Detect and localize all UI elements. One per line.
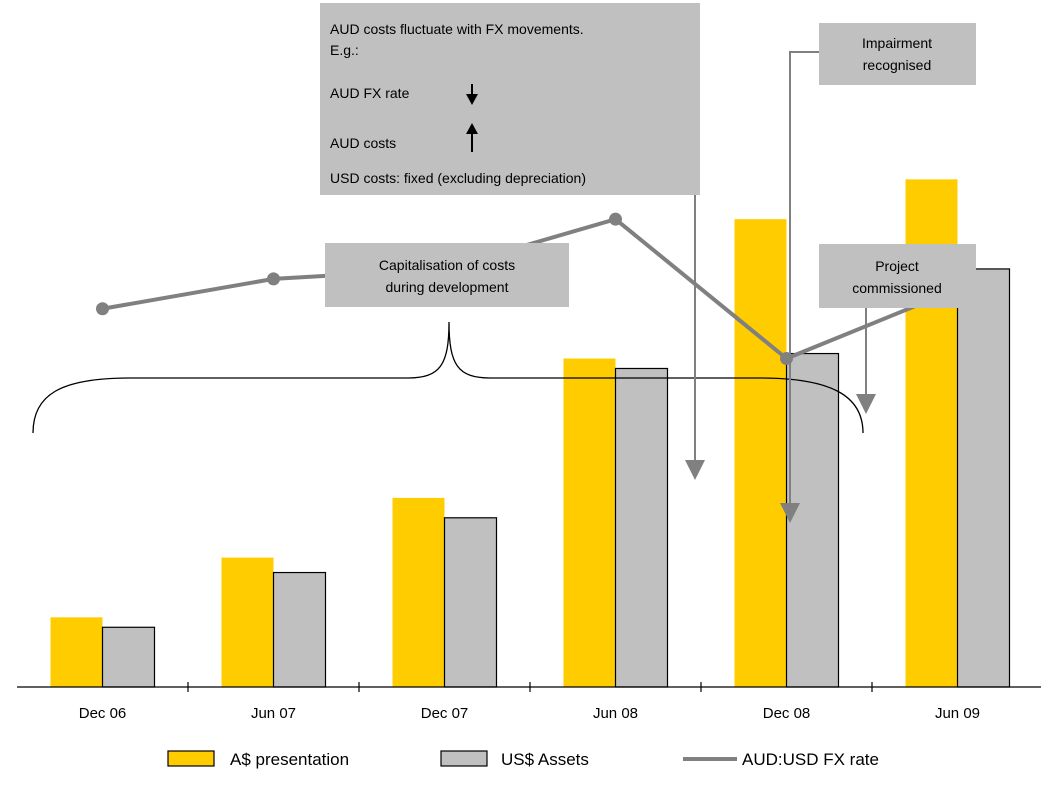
bar-us-assets-dec-06	[101, 626, 156, 688]
capitalisation-annotation-box: Capitalisation of costs during developme…	[325, 243, 569, 307]
fx-annotation-box: AUD costs fluctuate with FX movements. E…	[320, 3, 700, 195]
bar-us-assets-jun-09	[956, 268, 1011, 688]
legend-label-a-presentation: A$ presentation	[230, 750, 349, 769]
x-tick-label-jun-08: Jun 08	[593, 705, 638, 722]
fx-box-usd-label: USD costs: fixed (excluding depreciation…	[330, 170, 586, 186]
x-tick-label-dec-06: Dec 06	[79, 705, 127, 722]
x-tick-label-jun-09: Jun 09	[935, 705, 980, 722]
capitalisation-brace	[32, 321, 864, 434]
impairment-annotation-box: Impairment recognised	[819, 23, 976, 85]
bar-us-assets-dec-08	[785, 352, 840, 688]
fx-box-rate-label: AUD FX rate	[330, 85, 410, 101]
legend: A$ presentation US$ Assets AUD:USD FX ra…	[167, 750, 879, 769]
bar-a-presentation-dec-07	[392, 497, 445, 687]
legend-swatch-us-assets	[440, 750, 488, 767]
capitalisation-line2: during development	[386, 279, 509, 295]
impairment-connector-arrow	[780, 51, 819, 523]
x-tick-label-jun-07: Jun 07	[251, 705, 296, 722]
bar-us-assets-jun-07	[272, 571, 327, 688]
fx-box-line1: AUD costs fluctuate with FX movements.	[330, 21, 584, 37]
capitalisation-line1: Capitalisation of costs	[379, 257, 515, 273]
impairment-line1: Impairment	[862, 35, 932, 51]
x-tick-label-dec-07: Dec 07	[421, 705, 469, 722]
legend-swatch-a-presentation	[167, 750, 215, 767]
fx-rate-point-dec-08	[780, 352, 793, 366]
bar-a-presentation-dec-08	[734, 219, 787, 687]
commissioned-line2: commissioned	[852, 280, 941, 296]
commissioned-line1: Project	[875, 258, 919, 274]
bar-a-presentation-dec-06	[50, 617, 103, 687]
arrow-up-icon	[466, 123, 478, 152]
fx-box-costs-label: AUD costs	[330, 135, 396, 151]
bar-a-presentation-jun-08	[563, 358, 616, 687]
fx-rate-point-jun-08	[609, 212, 622, 226]
bar-us-assets-dec-07	[443, 517, 498, 688]
arrow-down-icon	[466, 84, 478, 105]
legend-label-fx-rate: AUD:USD FX rate	[742, 750, 879, 769]
fx-box-line2: E.g.:	[330, 42, 359, 58]
x-tick-label-dec-08: Dec 08	[763, 705, 811, 722]
bar-us-assets-jun-08	[614, 367, 669, 688]
legend-label-us-assets: US$ Assets	[501, 750, 589, 769]
fx-rate-point-dec-06	[96, 302, 109, 316]
impairment-line2: recognised	[863, 57, 932, 73]
fx-rate-point-jun-07	[267, 272, 280, 286]
bar-a-presentation-jun-07	[221, 557, 274, 687]
commissioned-annotation-box: Project commissioned	[819, 244, 976, 308]
x-axis: Dec 06 Jun 07 Dec 07 Jun 08 Dec 08 Jun 09	[17, 682, 1041, 722]
